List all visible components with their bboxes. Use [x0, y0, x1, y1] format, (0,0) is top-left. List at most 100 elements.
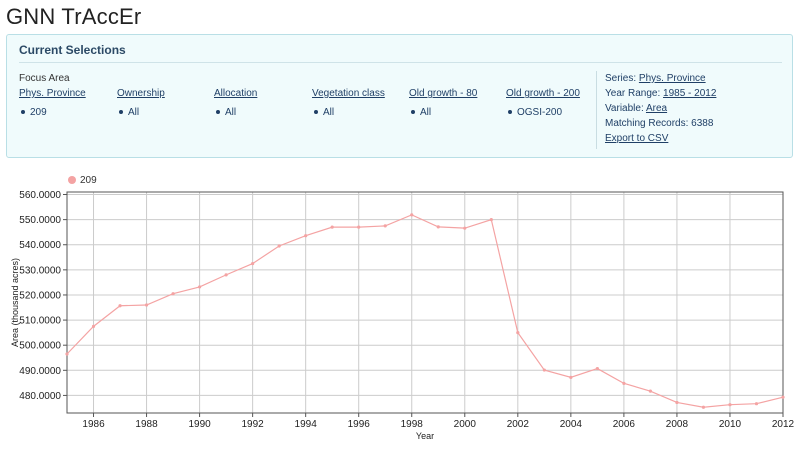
x-tick-label: 2008 [666, 419, 689, 430]
old-growth-200-filter-link[interactable]: Old growth - 200 [506, 88, 580, 99]
x-tick-label: 1986 [82, 419, 105, 430]
ownership-value: All [117, 107, 165, 118]
variable-link[interactable]: Area [645, 103, 668, 114]
data-point [91, 324, 96, 328]
data-point [436, 225, 440, 229]
matching-records-value: 6388 [691, 118, 714, 129]
data-point [224, 273, 228, 277]
x-tick-label: 1990 [188, 419, 211, 430]
data-point [410, 213, 414, 217]
data-point [277, 244, 281, 248]
y-tick-label: 500.0000 [19, 341, 61, 352]
y-tick-label: 490.0000 [19, 366, 61, 377]
matching-records-row: Matching Records: 6388 [605, 116, 790, 131]
bullet-icon [508, 109, 512, 114]
y-tick-label: 480.0000 [19, 391, 61, 402]
data-point [251, 261, 255, 266]
data-point [781, 395, 785, 399]
series-row: Series: Phys. Province [605, 71, 790, 86]
chart-axes: 1986 1988 1990 1992 1994 1996 1998 2000 2002 2004… [19, 190, 794, 430]
x-tick-label: 2000 [454, 419, 477, 430]
data-point [728, 403, 732, 407]
x-tick-label: 1988 [135, 419, 158, 430]
year-range-label: Year Range: [605, 88, 661, 99]
y-tick-label: 550.0000 [19, 215, 61, 226]
old-growth-80-value: All [409, 107, 477, 118]
current-selections-panel: Current Selections Focus Area Phys. Prov… [6, 34, 793, 158]
data-point [542, 368, 546, 372]
export-csv-link[interactable]: Export to CSV [605, 133, 669, 144]
data-point [675, 400, 679, 405]
data-point [171, 292, 175, 296]
data-point [516, 331, 520, 335]
year-range-row: Year Range: 1985 - 2012 [605, 86, 790, 101]
data-point [569, 375, 573, 379]
data-point [595, 366, 599, 371]
app-title: GNN TrAccEr [6, 4, 142, 29]
series-line [66, 214, 784, 408]
x-tick-label: 2004 [560, 419, 583, 430]
panel-title: Current Selections [19, 43, 126, 57]
matching-records-label: Matching Records: [605, 118, 689, 129]
data-point [304, 234, 308, 238]
allocation-filter-link[interactable]: Allocation [214, 88, 258, 99]
data-point [197, 285, 202, 289]
vegetation-class-filter-link[interactable]: Vegetation class [312, 88, 385, 99]
filter-ownership: Ownership All [117, 88, 165, 118]
old-growth-200-value-text: OGSI-200 [517, 107, 563, 118]
x-tick-label: 1992 [242, 419, 265, 430]
focus-area-label: Focus Area [19, 73, 70, 84]
data-point [489, 218, 493, 222]
filter-phys-province: Phys. Province 209 [19, 88, 86, 118]
data-point [648, 389, 653, 393]
allocation-value-text: All [225, 107, 237, 118]
vegetation-class-value: All [312, 107, 385, 118]
filter-allocation: Allocation All [214, 88, 257, 118]
x-tick-label: 1998 [401, 419, 424, 430]
x-tick-label: 1994 [295, 419, 318, 430]
x-tick-label: 2006 [613, 419, 636, 430]
y-tick-label: 530.0000 [19, 265, 61, 276]
x-axis-title: Year [416, 431, 434, 441]
area-line-chart: 209 1986 1988 1990 1992 1994 1996 1998 2000 2002… [10, 175, 795, 441]
data-point [754, 402, 759, 406]
series-label: Series: [605, 73, 637, 84]
x-tick-label: 1996 [348, 419, 371, 430]
bullet-icon [411, 109, 415, 114]
data-point [144, 303, 149, 307]
variable-label: Variable: [605, 103, 644, 114]
x-tick-label: 2012 [772, 419, 795, 430]
chart-legend[interactable]: 209 [68, 175, 97, 186]
data-point [463, 226, 467, 230]
old-growth-80-value-text: All [420, 107, 432, 118]
filter-old-growth-200: Old growth - 200 OGSI-200 [506, 88, 580, 118]
x-tick-label: 2010 [719, 419, 742, 430]
legend-label: 209 [80, 175, 97, 186]
phys-province-value-text: 209 [30, 107, 47, 118]
y-tick-label: 510.0000 [19, 316, 61, 327]
variable-row: Variable: Area [605, 101, 790, 116]
bullet-icon [216, 109, 220, 114]
old-growth-80-filter-link[interactable]: Old growth - 80 [409, 88, 478, 99]
series-link[interactable]: Phys. Province [638, 73, 706, 84]
y-tick-label: 520.0000 [19, 290, 61, 301]
phys-province-filter-link[interactable]: Phys. Province [19, 88, 86, 99]
ownership-filter-link[interactable]: Ownership [117, 88, 165, 99]
chart-series [65, 213, 785, 409]
panel-divider [19, 62, 782, 63]
bullet-icon [314, 109, 318, 114]
old-growth-200-value: OGSI-200 [506, 107, 580, 118]
data-point [383, 224, 387, 228]
y-tick-label: 540.0000 [19, 240, 61, 251]
data-point [118, 304, 122, 308]
data-point [357, 225, 361, 229]
series-info-box: Series: Phys. Province Year Range: 1985 … [596, 71, 790, 149]
x-tick-label: 2002 [507, 419, 530, 430]
data-point [701, 405, 706, 409]
y-tick-label: 560.0000 [19, 190, 61, 201]
data-point [65, 352, 69, 356]
year-range-link[interactable]: 1985 - 2012 [663, 88, 717, 99]
data-point [330, 225, 334, 229]
chart-grid [67, 192, 784, 413]
bullet-icon [119, 109, 123, 114]
